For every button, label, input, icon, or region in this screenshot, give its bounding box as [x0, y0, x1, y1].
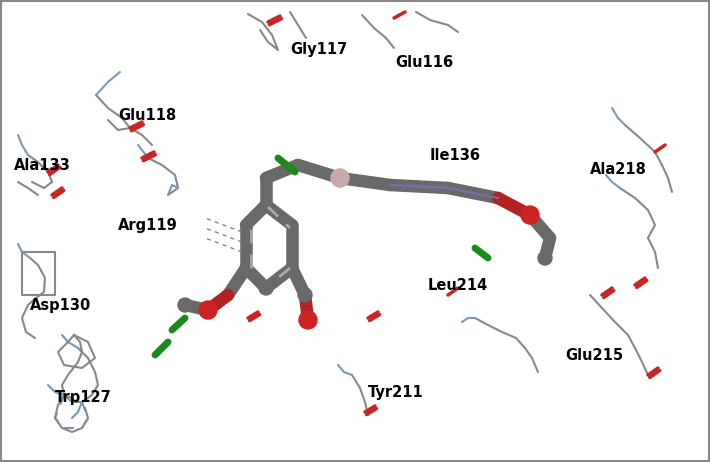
Text: Asp130: Asp130	[30, 298, 92, 313]
Text: Glu116: Glu116	[395, 55, 453, 70]
Circle shape	[331, 169, 349, 187]
Text: Glu118: Glu118	[118, 108, 176, 123]
Text: Ala218: Ala218	[590, 162, 647, 177]
Text: Ile136: Ile136	[430, 148, 481, 163]
Text: Ala133: Ala133	[14, 158, 71, 173]
Circle shape	[298, 288, 312, 302]
Circle shape	[259, 281, 273, 295]
Text: Trp127: Trp127	[55, 390, 111, 405]
Text: Arg119: Arg119	[118, 218, 178, 233]
Circle shape	[538, 251, 552, 265]
Circle shape	[178, 298, 192, 312]
Text: Tyr211: Tyr211	[368, 385, 424, 400]
Text: Glu215: Glu215	[565, 348, 623, 363]
Text: Leu214: Leu214	[428, 278, 488, 293]
Text: Gly117: Gly117	[290, 42, 347, 57]
Circle shape	[521, 206, 539, 224]
Circle shape	[299, 311, 317, 329]
Circle shape	[199, 301, 217, 319]
